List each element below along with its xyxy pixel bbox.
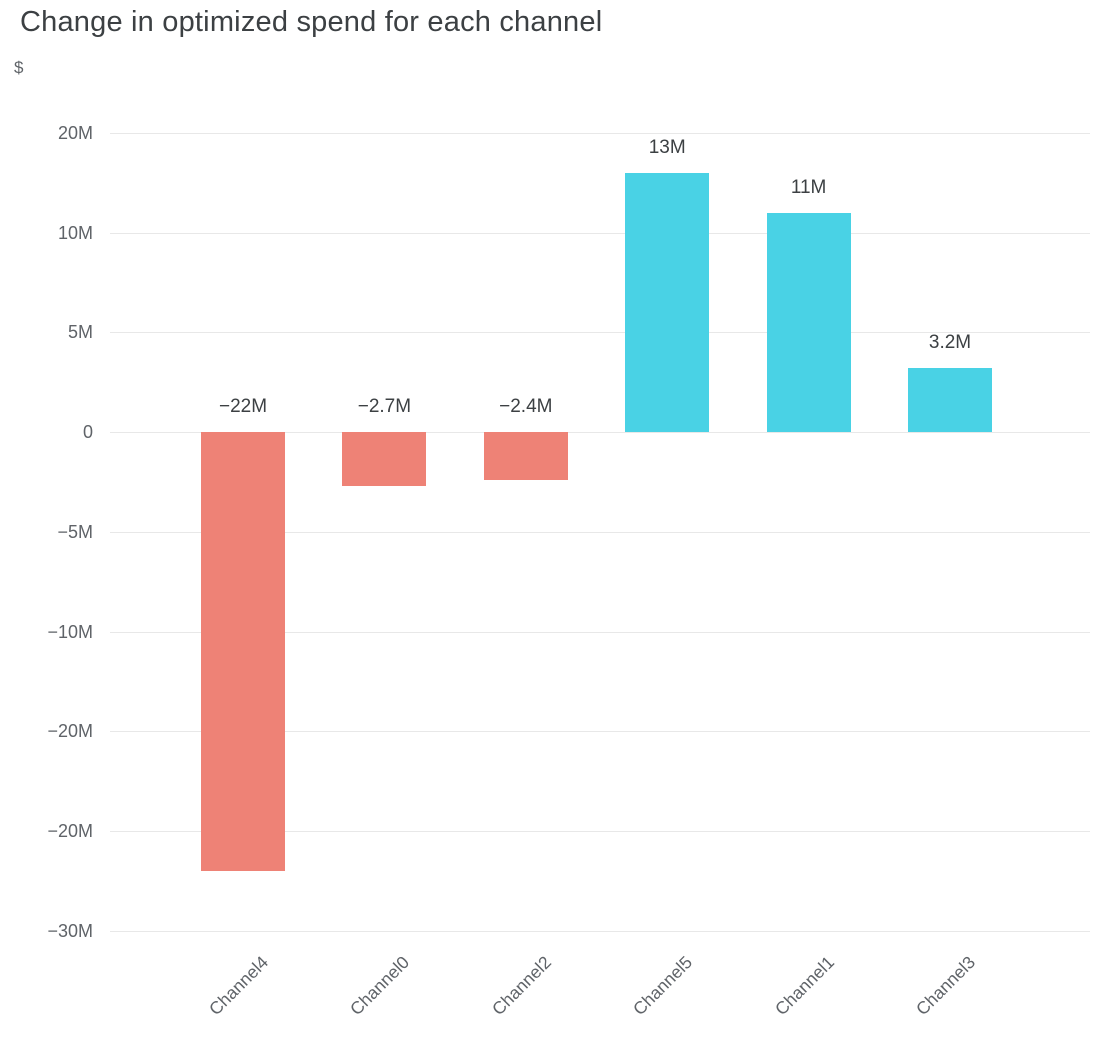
gridline <box>110 731 1090 733</box>
bar-Channel0 <box>342 432 427 486</box>
x-axis-category-label: Channel5 <box>629 952 697 1020</box>
gridline <box>110 831 1090 832</box>
gridline <box>110 432 1090 433</box>
bar-value-label: 3.2M <box>928 332 972 354</box>
x-axis-category-label: Channel1 <box>770 952 838 1020</box>
y-axis-tick-label: 5M <box>67 322 93 343</box>
bar-Channel3 <box>908 368 992 432</box>
gridline <box>110 132 1090 134</box>
bar-Channel5 <box>625 172 710 432</box>
y-axis-tick-label: −5M <box>57 521 93 542</box>
x-axis-category-label: Channel2 <box>487 952 555 1020</box>
gridline <box>110 232 1090 234</box>
y-axis-tick-label: −20M <box>47 721 93 742</box>
y-axis-unit-label: $ <box>14 58 24 77</box>
y-axis-tick-label: 0 <box>82 422 93 442</box>
gridline <box>110 930 1090 932</box>
bar-value-label: −2.7M <box>357 396 412 417</box>
y-axis-tick-label: 20M <box>57 122 93 143</box>
x-axis-category-label: Channel3 <box>912 952 980 1020</box>
chart-title: Change in optimized spend for each chann… <box>20 6 603 38</box>
bar-value-label: 13M <box>648 136 686 158</box>
bar-Channel4 <box>201 432 285 871</box>
x-axis-category-label: Channel4 <box>205 952 273 1020</box>
bar-value-label: −22M <box>218 396 268 417</box>
y-axis-tick-label: −30M <box>47 920 93 941</box>
bar-value-label: −2.4M <box>499 396 553 417</box>
gridline <box>110 332 1090 334</box>
gridline <box>110 631 1090 633</box>
x-axis-category-label: Channel0 <box>346 952 414 1020</box>
gridline <box>110 531 1090 533</box>
y-axis-tick-label: −20M <box>47 821 93 841</box>
y-axis-tick-label: −10M <box>47 621 93 642</box>
y-axis-tick-label: 10M <box>57 222 93 243</box>
bar-Channel1 <box>766 212 851 432</box>
bar-Channel2 <box>483 432 568 480</box>
bar-value-label: 11M <box>790 176 827 198</box>
